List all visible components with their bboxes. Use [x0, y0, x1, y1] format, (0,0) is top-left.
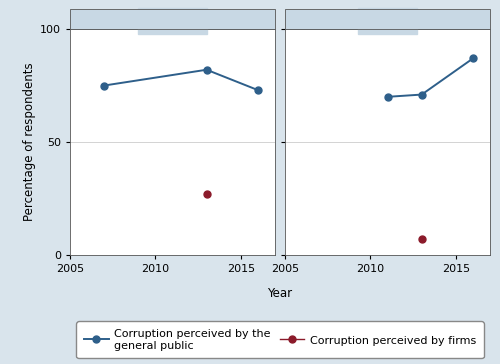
- Title: Tunisia: Tunisia: [364, 14, 411, 28]
- Title: Morocco: Morocco: [144, 14, 202, 28]
- Legend: Corruption perceived by the
general public, Corruption perceived by firms: Corruption perceived by the general publ…: [76, 321, 484, 359]
- Text: Year: Year: [268, 286, 292, 300]
- Y-axis label: Percentage of respondents: Percentage of respondents: [23, 63, 36, 221]
